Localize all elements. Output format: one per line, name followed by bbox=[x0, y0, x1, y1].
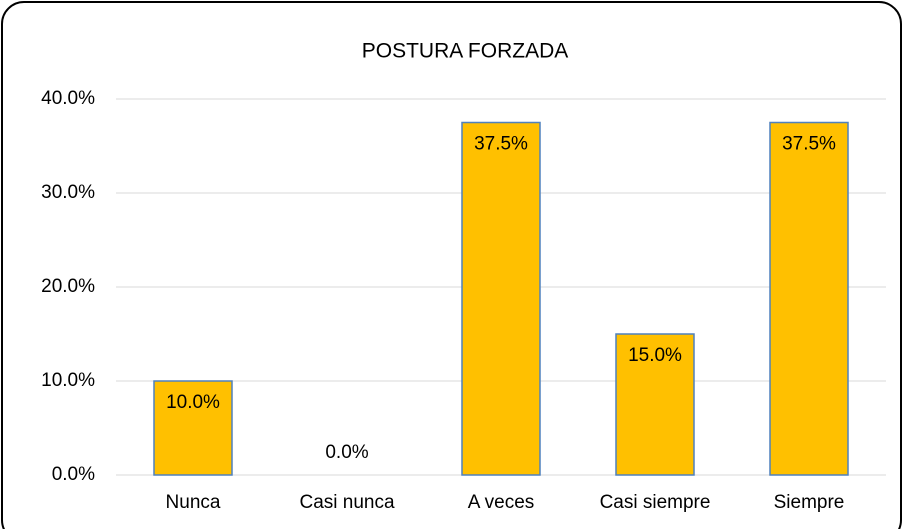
x-tick-label: Nunca bbox=[166, 492, 221, 513]
y-tick-label: 0.0% bbox=[52, 464, 95, 485]
chart-title: POSTURA FORZADA bbox=[362, 40, 569, 63]
bar bbox=[153, 380, 233, 476]
data-label: 37.5% bbox=[474, 134, 528, 155]
data-label: 0.0% bbox=[325, 442, 368, 463]
y-tick-label: 20.0% bbox=[41, 276, 95, 297]
x-tick-label: A veces bbox=[468, 492, 535, 513]
x-tick-label: Casi siempre bbox=[600, 492, 711, 513]
y-tick-label: 40.0% bbox=[41, 88, 95, 109]
x-tick-label: Casi nunca bbox=[299, 492, 394, 513]
data-label: 10.0% bbox=[166, 392, 220, 413]
y-tick-label: 10.0% bbox=[41, 370, 95, 391]
y-tick-label: 30.0% bbox=[41, 182, 95, 203]
bar bbox=[615, 333, 695, 476]
bar bbox=[769, 121, 849, 476]
data-label: 15.0% bbox=[628, 345, 682, 366]
data-label: 37.5% bbox=[782, 134, 836, 155]
x-tick-label: Siempre bbox=[774, 492, 845, 513]
bar bbox=[461, 121, 541, 476]
